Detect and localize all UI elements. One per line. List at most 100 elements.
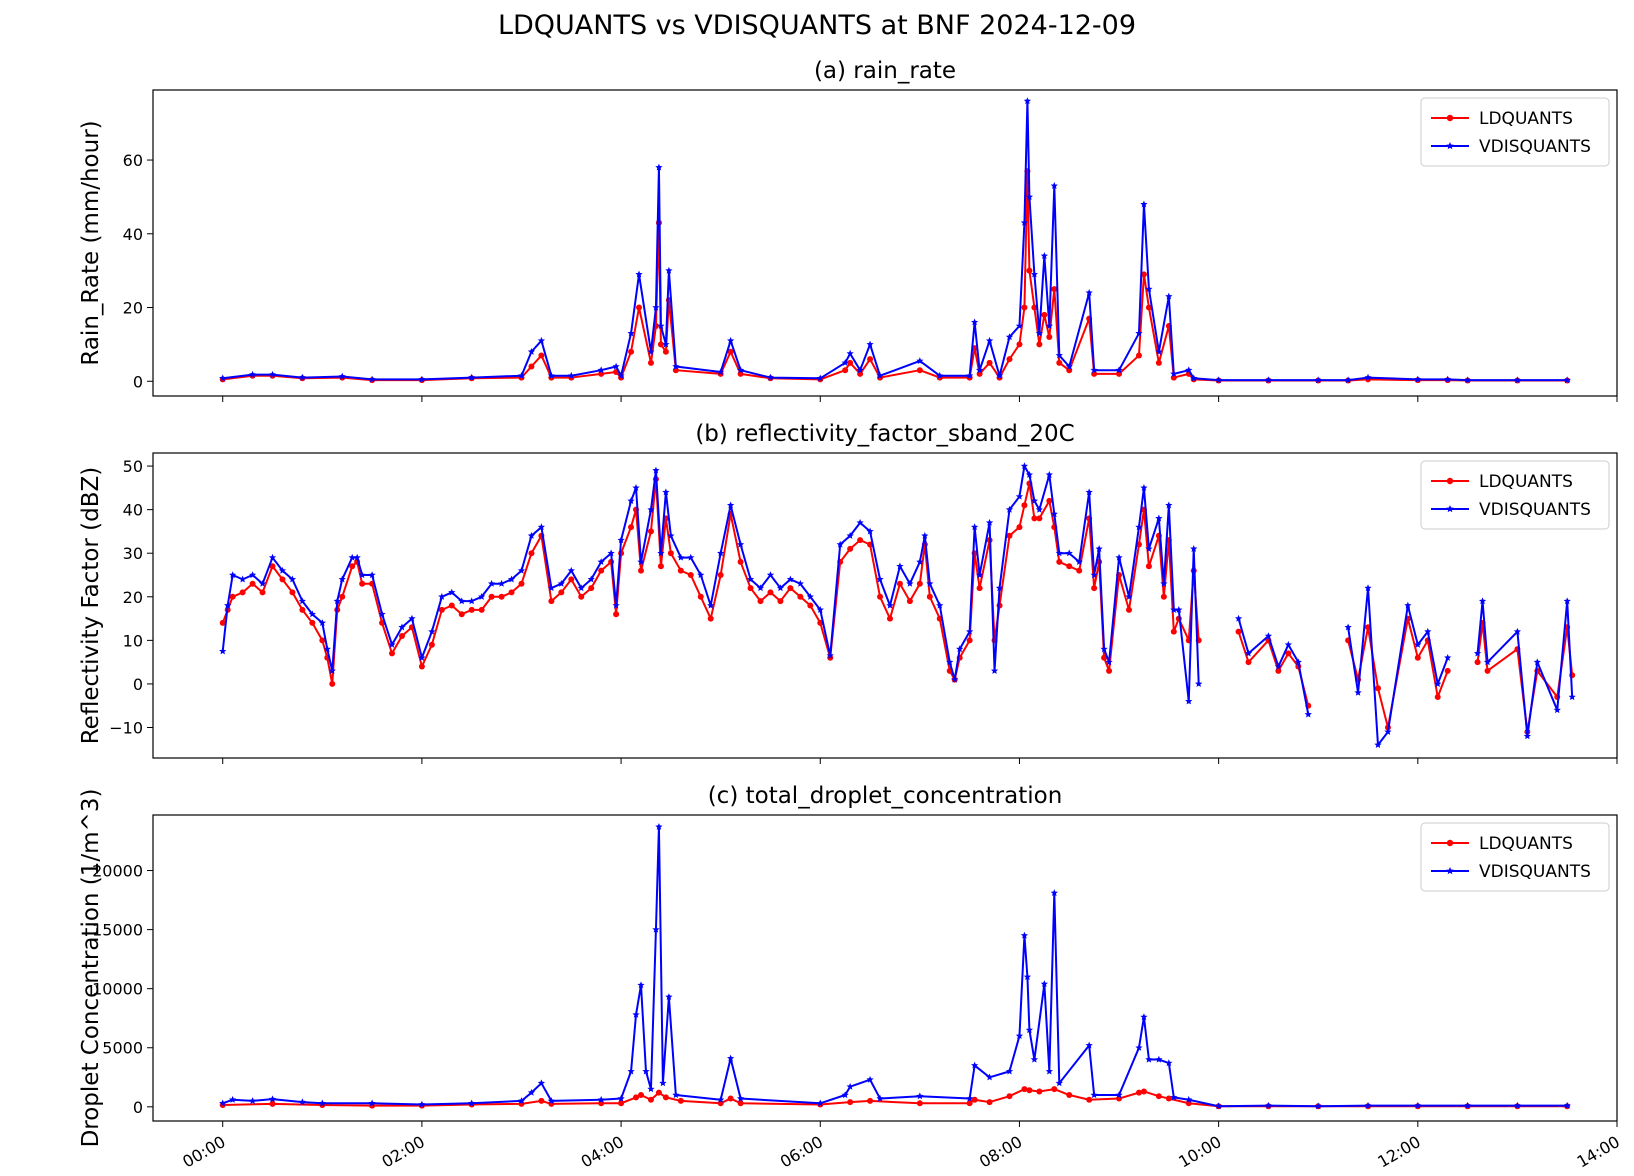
data-point [1135,523,1143,531]
data-point [787,585,794,592]
data-point [1234,614,1243,622]
data-point [1140,1088,1147,1095]
data-point [995,371,1004,379]
data-point [647,528,654,535]
data-point [1026,267,1033,274]
data-point [647,1085,655,1093]
data-point [1140,271,1147,278]
chart-panel-1: (b) reflectivity_factor_sband_20C −10 0 10 2… [78,421,1618,764]
data-point [1473,649,1482,657]
data-point [627,1067,635,1075]
data-point [662,348,669,355]
legend-label: VDISQUANTS [1479,500,1591,520]
data-point [628,524,635,531]
data-point [319,637,326,644]
data-point [1046,334,1053,341]
data-point [224,601,232,609]
data-point [766,571,775,579]
data-point [607,549,615,557]
data-point [1026,1087,1033,1094]
data-point [672,1091,680,1099]
y-axis-label: Reflectivity Factor (dBZ) [78,467,104,745]
data-point [655,823,663,830]
y-tick-label: 0 [133,1098,143,1117]
data-point [767,589,774,596]
data-point [796,579,804,587]
data-point [1165,1059,1173,1067]
data-point [558,589,565,596]
data-point [1195,680,1203,687]
data-point [1145,1055,1153,1063]
data-point [659,1079,667,1087]
data-point [1135,1089,1142,1096]
data-point [737,1100,744,1107]
data-point [1215,1102,1223,1110]
y-tick-label: −10 [109,719,143,738]
data-point [876,575,884,583]
data-point [1170,606,1178,613]
data-point [527,1088,536,1096]
data-point [665,993,673,1001]
data-point [1095,545,1103,552]
data-point [637,558,645,565]
data-point [1404,601,1412,609]
data-point [1155,359,1162,366]
data-point [1553,706,1561,714]
data-point [1025,470,1034,478]
data-point [1185,366,1193,374]
data-point [936,371,944,379]
data-point [537,336,546,344]
y-tick-label: 0 [133,372,143,391]
data-point [632,484,640,491]
series-vdisquants [219,462,1576,748]
data-point [727,501,735,509]
data-point [508,589,515,596]
data-point [1090,366,1098,374]
data-point [1021,1086,1028,1093]
data-point [636,304,643,311]
data-point [389,650,396,657]
data-point [1040,980,1048,988]
legend-marker [1446,142,1454,150]
data-point [667,531,675,539]
data-point [697,593,704,600]
data-point [985,1073,994,1081]
x-tick-label: 08:00 [976,1132,1025,1172]
data-point [1056,558,1063,565]
data-point [717,572,724,578]
data-point [1170,628,1177,635]
data-point [1065,549,1073,557]
data-point [776,584,785,592]
data-point [298,373,306,381]
data-point [1563,1101,1571,1109]
data-point [1374,685,1381,692]
data-point [916,1100,923,1107]
data-point [1190,374,1198,382]
data-point [1484,667,1491,674]
data-point [597,366,605,374]
data-point [1464,1101,1472,1109]
data-point [548,598,555,605]
data-point [1135,1043,1143,1051]
data-point [672,362,680,370]
data-point [1105,658,1113,666]
data-point [1374,741,1382,748]
data-point [662,340,670,348]
x-tick-label: 14:00 [1574,1132,1623,1172]
data-point [339,593,346,600]
data-point [1155,514,1163,522]
data-point [269,563,276,570]
data-point [652,466,660,474]
data-point [657,549,665,557]
series-ldquants [219,476,1576,735]
data-point [1354,688,1362,696]
data-point [1006,1093,1013,1100]
data-point [1020,218,1029,226]
data-point [816,606,824,613]
data-point [612,601,620,609]
data-point [368,1099,376,1107]
data-point [1523,732,1531,740]
data-point [348,553,356,561]
data-point [1563,597,1571,605]
data-point [1145,563,1152,570]
